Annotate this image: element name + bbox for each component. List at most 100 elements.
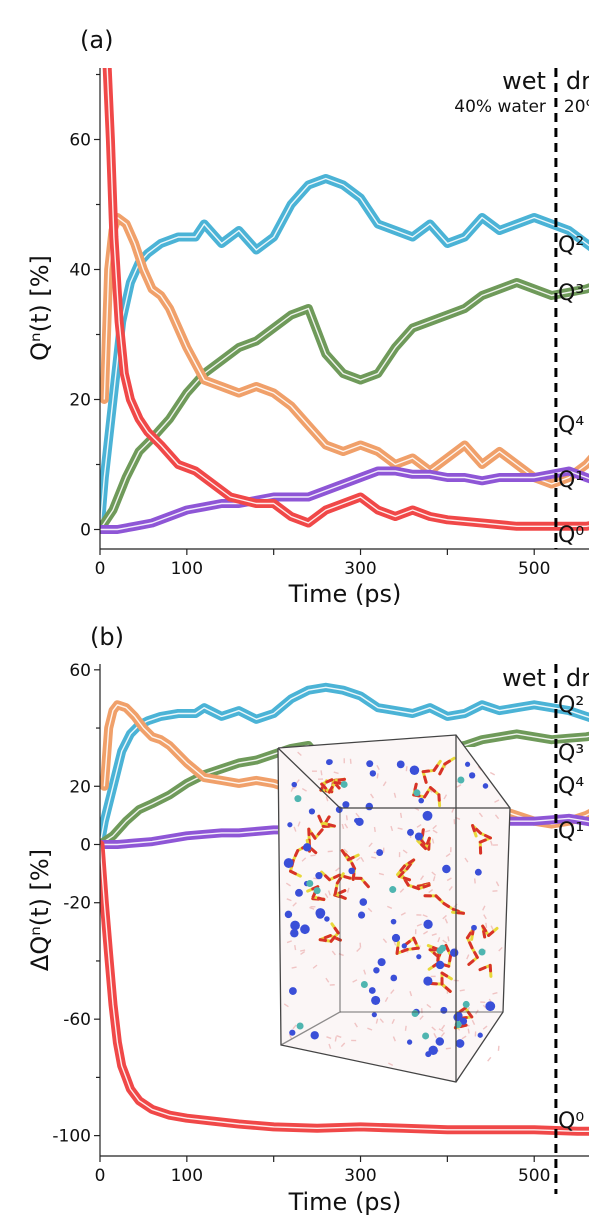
calcium-ion: [422, 1032, 430, 1040]
water-molecule: [482, 1025, 488, 1030]
sodium-ion: [416, 954, 422, 960]
water-molecule: [354, 1022, 358, 1028]
water-molecule: [399, 812, 403, 818]
water-molecule: [433, 1033, 437, 1039]
water-molecule: [368, 842, 373, 848]
water-molecule: [483, 914, 487, 920]
oxygen-bond: [412, 885, 421, 891]
sodium-ion: [284, 910, 293, 919]
water-molecule: [384, 996, 389, 1003]
water-molecule: [325, 977, 330, 983]
water-molecule: [309, 906, 315, 910]
panel-b-wet-label: wet: [502, 664, 546, 692]
panel-a-series-q2-line: [100, 177, 589, 530]
water-molecule: [390, 989, 395, 994]
oxygen-bond: [411, 946, 420, 951]
water-molecule: [367, 907, 373, 913]
oxygen-bond: [405, 862, 412, 871]
sodium-ion: [316, 910, 325, 919]
water-molecule: [478, 812, 483, 818]
sodium-ion: [300, 924, 310, 935]
water-molecule: [360, 857, 365, 863]
oxygen-bond: [324, 874, 331, 882]
oxygen-bond: [333, 886, 338, 896]
panel-a-y-axis-title: Qⁿ(t) [%]: [26, 255, 54, 361]
water-molecule: [489, 771, 496, 776]
water-molecule: [328, 1043, 332, 1049]
panel-b-y-tick-label: 60: [69, 661, 91, 681]
water-molecule: [334, 1036, 337, 1042]
water-molecule: [495, 881, 500, 887]
panel-a-wet-label: wet: [502, 67, 546, 95]
calcium-ion: [296, 1022, 304, 1030]
panel-a-y-tick-label: 60: [69, 131, 91, 151]
water-molecule: [459, 989, 465, 992]
water-molecule: [336, 1035, 342, 1038]
sodium-ion: [468, 772, 476, 779]
water-molecule: [387, 905, 393, 910]
water-molecule: [482, 905, 486, 911]
water-molecule: [327, 890, 331, 896]
water-molecule: [431, 933, 437, 936]
water-molecule: [498, 946, 503, 952]
oxygen-bond: [482, 930, 487, 939]
oxygen-bond: [420, 843, 428, 851]
panel-b-series-label: Q³: [558, 741, 584, 766]
oxygen-bond: [324, 815, 331, 824]
oxygen-bond: [423, 790, 430, 799]
oxygen-bond: [459, 1006, 467, 1013]
water-molecule: [423, 930, 429, 935]
water-molecule: [440, 1032, 446, 1037]
water-molecule: [437, 937, 441, 943]
oxygen-bond: [323, 934, 332, 940]
calcium-ion: [313, 887, 321, 895]
calcium-ion: [478, 948, 486, 956]
sodium-ion: [450, 948, 459, 957]
panel-a-series-label: Q³: [558, 281, 584, 306]
sodium-ion: [371, 995, 381, 1005]
sodium-ion: [355, 817, 364, 826]
sodium-ion: [291, 781, 297, 788]
calcium-ion: [411, 1010, 419, 1018]
oxygen-bond: [320, 782, 328, 790]
panel-a-x-tick-label: 0: [95, 559, 106, 579]
water-molecule: [444, 918, 448, 924]
panel-a-series-label: Q¹: [558, 468, 584, 493]
panel-b-y-axis-title: ΔQⁿ(t) [%]: [26, 849, 54, 971]
panel-b-series-label: Q²: [558, 693, 584, 718]
water-molecule: [291, 966, 297, 969]
oxygen-bond: [333, 782, 341, 790]
panel-a-series-q3-line: [100, 281, 589, 530]
water-molecule: [416, 923, 422, 927]
oxygen-bond: [293, 849, 300, 858]
water-molecule: [344, 823, 349, 829]
water-molecule: [294, 945, 297, 951]
sodium-ion: [283, 858, 294, 868]
sodium-ion: [366, 760, 374, 768]
panel-b-x-tick-label: 0: [95, 1166, 106, 1186]
sodium-ion: [390, 918, 397, 925]
water-molecule: [466, 954, 470, 960]
water-molecule: [371, 856, 377, 859]
oxygen-bond: [329, 935, 337, 943]
water-molecule: [300, 949, 306, 952]
panel-a-x-tick-label: 100: [171, 559, 203, 579]
sodium-ion: [289, 987, 297, 995]
sodium-ion: [406, 1039, 413, 1045]
panel-b-series-q0-line: [100, 844, 589, 1132]
sodium-ion: [423, 976, 433, 986]
water-molecule: [492, 992, 498, 995]
sodium-ion: [308, 808, 316, 815]
sodium-ion: [391, 933, 401, 943]
water-molecule: [485, 922, 488, 928]
panel-b-dry-label: dry: [566, 664, 589, 692]
oxygen-bond: [425, 836, 431, 845]
oxygen-bond: [399, 864, 406, 872]
sodium-ion: [324, 916, 330, 922]
sodium-ion: [287, 822, 293, 828]
sodium-ion: [365, 802, 374, 811]
water-molecule: [448, 886, 453, 891]
panel-a-series-q4-band: [100, 213, 589, 489]
water-molecule: [301, 787, 307, 792]
oxygen-bond: [397, 871, 405, 878]
